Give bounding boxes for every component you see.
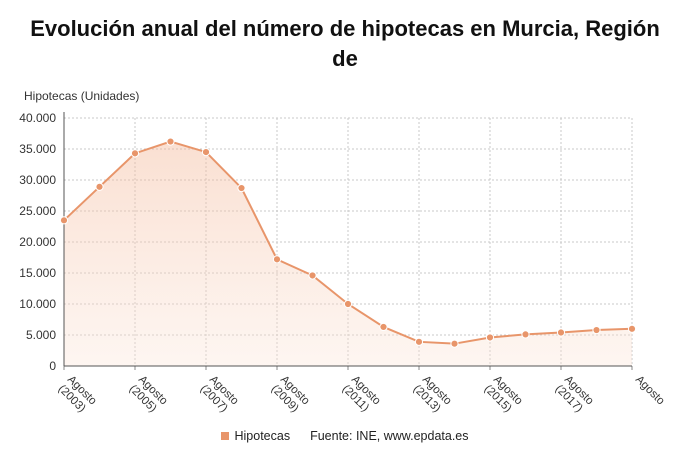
x-tick-label: Agosto(2005) bbox=[127, 374, 170, 417]
x-tick-label: Agosto(2011) bbox=[340, 374, 383, 417]
chart-title-line2: de bbox=[332, 46, 358, 71]
y-tick-label: 40.000 bbox=[19, 111, 56, 125]
x-tick-label: Agosto(2015) bbox=[482, 374, 525, 417]
legend-label: Hipotecas bbox=[234, 429, 291, 443]
data-point bbox=[237, 183, 246, 193]
y-tick-label: 15.000 bbox=[19, 266, 56, 280]
chart-title: Evolución anual del número de hipotecas … bbox=[10, 14, 680, 74]
data-point bbox=[414, 337, 424, 346]
data-point bbox=[627, 324, 637, 333]
legend-swatch bbox=[221, 432, 230, 440]
data-point bbox=[450, 339, 459, 348]
data-point bbox=[201, 148, 211, 157]
y-tick-label: 5.000 bbox=[26, 328, 56, 342]
y-tick-label: 10.000 bbox=[19, 297, 56, 311]
data-point bbox=[485, 333, 495, 342]
data-point bbox=[308, 271, 317, 280]
y-axis-label: Hipotecas (Unidades) bbox=[24, 89, 140, 103]
y-tick-label: 20.000 bbox=[19, 235, 56, 249]
data-point bbox=[272, 255, 282, 264]
x-tick-label: Agosto(2003) bbox=[56, 374, 99, 417]
data-point bbox=[521, 330, 530, 339]
data-point bbox=[166, 137, 175, 146]
y-tick-label: 0 bbox=[49, 359, 56, 373]
data-point bbox=[556, 328, 566, 337]
data-point bbox=[95, 182, 104, 191]
data-point bbox=[379, 322, 388, 332]
source-text: Fuente: INE, www.epdata.es bbox=[310, 429, 469, 443]
data-point bbox=[59, 216, 69, 225]
y-tick-label: 25.000 bbox=[19, 204, 56, 218]
x-tick-label: Agosto(2017) bbox=[553, 374, 596, 417]
data-point bbox=[130, 149, 140, 158]
x-tick-label: Agosto(2013) bbox=[411, 374, 454, 417]
legend: Hipotecas Fuente: INE, www.epdata.es bbox=[0, 429, 690, 443]
data-point bbox=[343, 299, 353, 309]
y-tick-label: 35.000 bbox=[19, 142, 56, 156]
chart-title-line1: Evolución anual del número de hipotecas … bbox=[30, 16, 660, 41]
y-tick-label: 30.000 bbox=[19, 173, 56, 187]
x-tick-label: Agosto(2009) bbox=[269, 374, 312, 417]
x-tick-label: Agosto bbox=[633, 374, 667, 408]
data-point bbox=[592, 325, 601, 335]
series-area bbox=[64, 141, 632, 366]
x-tick-label: Agosto(2007) bbox=[198, 374, 241, 417]
